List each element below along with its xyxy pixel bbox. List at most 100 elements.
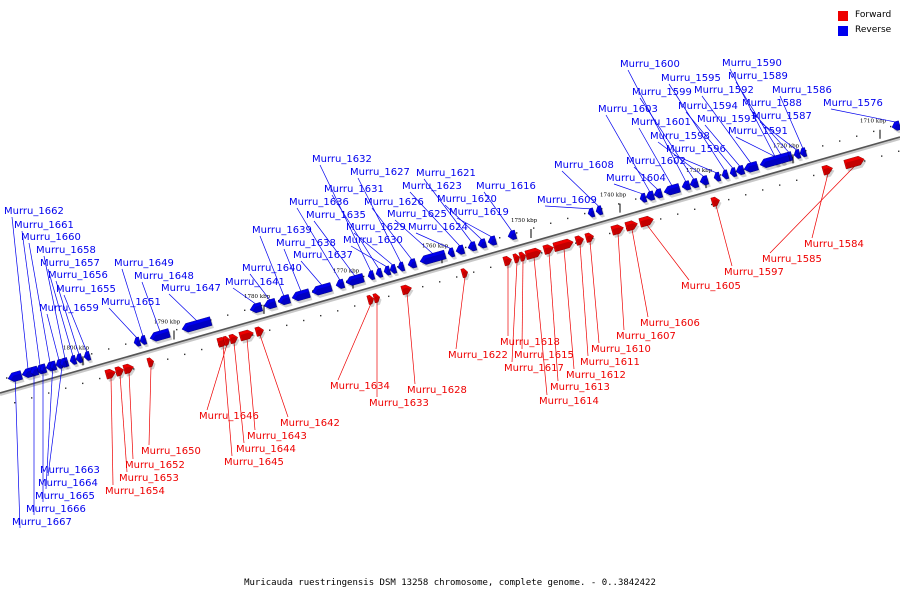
gene-label[interactable]: Murru_1663 — [40, 465, 100, 476]
gene-murru-1648[interactable] — [149, 328, 173, 345]
gene-label[interactable]: Murru_1655 — [56, 284, 116, 295]
gene-murru-1639[interactable] — [277, 294, 293, 309]
gene-label[interactable]: Murru_1650 — [141, 446, 201, 457]
gene-label[interactable]: Murru_1659 — [39, 303, 99, 314]
gene-label[interactable]: Murru_1634 — [330, 381, 390, 392]
gene-murru-1607[interactable] — [610, 223, 627, 238]
gene-label[interactable]: Murru_1591 — [728, 126, 788, 137]
gene-label[interactable]: Murru_1585 — [762, 254, 822, 265]
gene-label[interactable]: Murru_1641 — [225, 277, 285, 288]
gene-murru-1603[interactable] — [645, 190, 657, 204]
gene-murru-1576[interactable] — [891, 120, 900, 134]
gene-label[interactable]: Murru_1601 — [631, 117, 691, 128]
gene-murru-1625[interactable] — [419, 249, 449, 269]
gene-murru-1611[interactable] — [574, 234, 587, 249]
gene-label[interactable]: Murru_1589 — [728, 71, 788, 82]
gene-murru-1616[interactable] — [507, 229, 519, 244]
gene-murru-1651[interactable] — [133, 336, 143, 350]
gene-murru-1610[interactable] — [584, 232, 597, 246]
gene-label[interactable]: Murru_1598 — [650, 131, 710, 142]
gene-label[interactable]: Murru_1630 — [343, 235, 403, 246]
gene-label[interactable]: Murru_1608 — [554, 160, 614, 171]
gene-murru-1649[interactable] — [139, 334, 149, 348]
gene-label[interactable]: Murru_1643 — [247, 431, 307, 442]
gene-murru-1654[interactable] — [104, 368, 119, 383]
gene-murru-1622[interactable] — [460, 267, 471, 281]
gene-label[interactable]: Murru_1620 — [437, 194, 497, 205]
gene-murru-1619[interactable] — [487, 235, 499, 249]
gene-label[interactable]: Murru_1653 — [119, 473, 179, 484]
gene-murru-1621[interactable] — [467, 241, 479, 255]
gene-label[interactable]: Murru_1614 — [539, 396, 599, 407]
gene-murru-1617[interactable] — [512, 253, 523, 266]
gene-murru-1642[interactable] — [254, 325, 267, 340]
gene-label[interactable]: Murru_1605 — [681, 281, 741, 292]
gene-murru-1602[interactable] — [653, 188, 665, 202]
gene-label[interactable]: Murru_1607 — [616, 331, 676, 342]
gene-label[interactable]: Murru_1586 — [772, 85, 832, 96]
gene-label[interactable]: Murru_1615 — [514, 350, 574, 361]
gene-label[interactable]: Murru_1603 — [598, 104, 658, 115]
gene-murru-1664[interactable] — [49, 360, 59, 374]
gene-label[interactable]: Murru_1646 — [199, 411, 259, 422]
gene-label[interactable]: Murru_1656 — [48, 270, 108, 281]
gene-label[interactable]: Murru_1595 — [661, 73, 721, 84]
gene-label[interactable]: Murru_1647 — [161, 283, 221, 294]
gene-murru-1637[interactable] — [311, 282, 335, 299]
gene-murru-1631[interactable] — [375, 267, 385, 281]
gene-label[interactable]: Murru_1658 — [36, 245, 96, 256]
gene-label[interactable]: Murru_1613 — [550, 382, 610, 393]
gene-murru-1633[interactable] — [372, 292, 383, 306]
gene-label[interactable]: Murru_1599 — [632, 87, 692, 98]
gene-murru-1594[interactable] — [729, 167, 739, 180]
gene-murru-1638[interactable] — [291, 288, 313, 305]
gene-murru-1620[interactable] — [477, 238, 489, 252]
gene-label[interactable]: Murru_1602 — [626, 156, 686, 167]
gene-label[interactable]: Murru_1610 — [591, 344, 651, 355]
gene-label[interactable]: Murru_1660 — [21, 232, 81, 243]
gene-label[interactable]: Murru_1638 — [276, 238, 336, 249]
gene-label[interactable]: Murru_1649 — [114, 258, 174, 269]
gene-label[interactable]: Murru_1627 — [350, 167, 410, 178]
gene-murru-1586[interactable] — [799, 147, 809, 160]
gene-murru-1585[interactable] — [843, 155, 867, 172]
gene-murru-1647[interactable] — [181, 316, 214, 336]
gene-label[interactable]: Murru_1584 — [804, 239, 864, 250]
gene-label[interactable]: Murru_1596 — [666, 144, 726, 155]
gene-label[interactable]: Murru_1621 — [416, 168, 476, 179]
gene-label[interactable]: Murru_1640 — [242, 263, 302, 274]
gene-label[interactable]: Murru_1667 — [12, 517, 72, 528]
gene-murru-1630[interactable] — [383, 265, 393, 279]
gene-label[interactable]: Murru_1624 — [408, 222, 468, 233]
gene-murru-1605[interactable] — [638, 215, 657, 231]
gene-label[interactable]: Murru_1590 — [722, 58, 782, 69]
gene-murru-1601[interactable] — [663, 183, 683, 199]
gene-label[interactable]: Murru_1612 — [566, 370, 626, 381]
gene-murru-1657[interactable] — [69, 354, 79, 368]
gene-label[interactable]: Murru_1629 — [346, 222, 406, 233]
gene-label[interactable]: Murru_1648 — [134, 271, 194, 282]
gene-murru-1628[interactable] — [400, 283, 415, 298]
gene-murru-1665[interactable] — [39, 363, 49, 376]
gene-label[interactable]: Murru_1631 — [324, 184, 384, 195]
gene-label[interactable]: Murru_1594 — [678, 101, 738, 112]
gene-label[interactable]: Murru_1639 — [252, 225, 312, 236]
gene-murru-1618[interactable] — [502, 255, 515, 269]
gene-murru-1652[interactable] — [122, 362, 137, 377]
gene-murru-1604[interactable] — [639, 192, 649, 206]
gene-murru-1584[interactable] — [821, 164, 836, 179]
gene-murru-1598[interactable] — [699, 175, 711, 189]
gene-label[interactable]: Murru_1592 — [694, 85, 754, 96]
gene-murru-1641[interactable] — [249, 302, 265, 317]
gene-murru-1587[interactable] — [793, 148, 803, 162]
gene-label[interactable]: Murru_1632 — [312, 154, 372, 165]
gene-label[interactable]: Murru_1600 — [620, 59, 680, 70]
gene-murru-1653[interactable] — [114, 365, 127, 379]
gene-murru-1609[interactable] — [587, 207, 597, 221]
gene-label[interactable]: Murru_1645 — [224, 457, 284, 468]
gene-label[interactable]: Murru_1576 — [823, 98, 883, 109]
gene-label[interactable]: Murru_1654 — [105, 486, 165, 497]
gene-label[interactable]: Murru_1651 — [101, 297, 161, 308]
gene-label[interactable]: Murru_1636 — [289, 197, 349, 208]
gene-label[interactable]: Murru_1587 — [752, 111, 812, 122]
